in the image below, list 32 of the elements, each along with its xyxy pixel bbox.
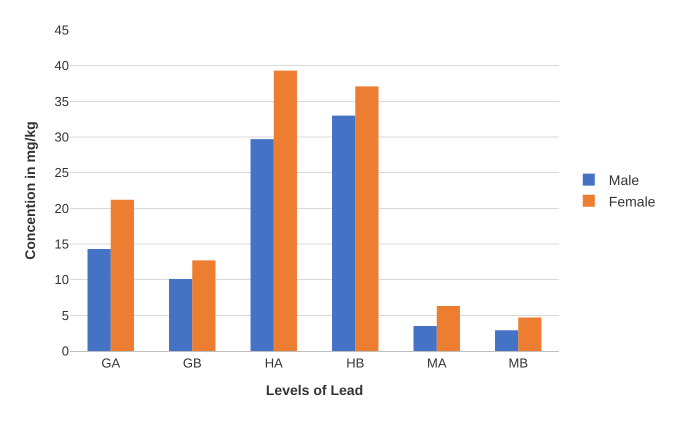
y-axis-title: Concention in mg/kg (22, 121, 38, 260)
y-tick-label: 15 (54, 236, 69, 252)
x-tick-label: HA (264, 356, 284, 371)
y-tick-label: 0 (62, 344, 69, 359)
bar (250, 139, 274, 351)
y-tick-label: 45 (54, 22, 69, 38)
y-tick-label: 35 (54, 94, 69, 109)
bar (518, 317, 542, 351)
x-tick-label: MA (427, 356, 447, 371)
bar (355, 86, 378, 351)
bar (274, 70, 297, 351)
bar (495, 330, 518, 351)
legend-label: Female (608, 193, 656, 210)
legend-label: Male (608, 172, 640, 188)
y-tick-label: 30 (54, 130, 69, 145)
y-tick-label: 5 (62, 308, 69, 323)
y-tick-label: 40 (54, 58, 69, 74)
x-tick-label: MB (508, 356, 528, 371)
x-tick-label: GB (182, 356, 202, 371)
bar (414, 326, 437, 351)
y-tick-label: 25 (54, 165, 69, 180)
x-axis-title: Levels of Lead (266, 382, 364, 398)
y-tick-label: 10 (54, 272, 69, 288)
y-tick-label: 20 (54, 200, 69, 216)
bar (88, 248, 111, 351)
bar (169, 278, 192, 351)
bar (192, 260, 216, 351)
bar (332, 116, 356, 351)
bar (110, 200, 134, 351)
x-tick-label: GA (101, 356, 120, 371)
x-tick-label: HB (346, 356, 364, 371)
bar (436, 306, 460, 351)
